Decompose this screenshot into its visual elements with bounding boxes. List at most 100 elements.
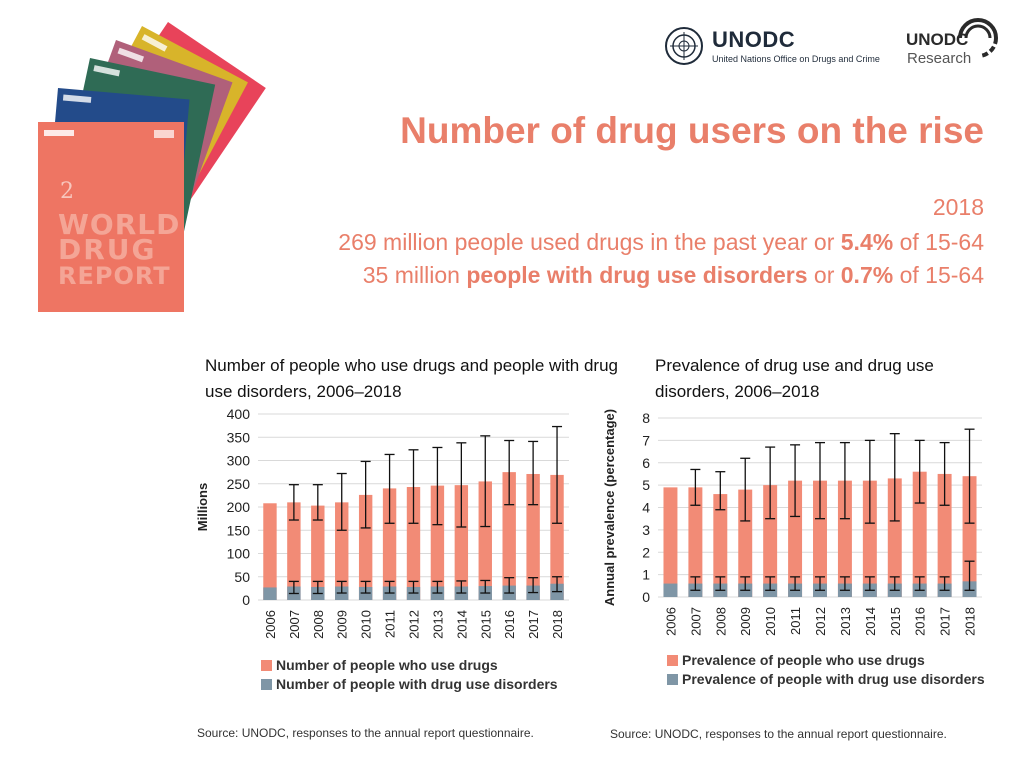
chart1-xtick-label: 2012 xyxy=(407,610,422,639)
chart1-ytick-label: 250 xyxy=(227,476,251,492)
chart1-ytick-label: 350 xyxy=(227,429,251,445)
chart2-ytick-label: 6 xyxy=(642,455,650,471)
report-cover-front: 2 WORLD DRUG REPORT xyxy=(38,122,184,312)
chart1-xtick-label: 2006 xyxy=(263,610,278,639)
unodc-logo-name: UNODC xyxy=(712,26,796,52)
chart2-bar-users-2014 xyxy=(862,480,877,597)
research-logo-name: UNODC xyxy=(906,30,969,49)
chart1-source: Source: UNODC, responses to the annual r… xyxy=(197,726,534,740)
subheadline-year: 2018 xyxy=(932,194,984,220)
chart1-xtick-label: 2007 xyxy=(287,610,302,639)
chart1-xtick-label: 2016 xyxy=(502,610,517,639)
chart1-bar-users-2010 xyxy=(358,494,373,600)
chart2-bar-users-2018 xyxy=(962,476,977,597)
chart2-legend-swatch-1 xyxy=(667,674,678,685)
chart2-ytick-label: 2 xyxy=(642,544,650,560)
report-cover-number: 2 xyxy=(60,179,74,204)
subheadline-disorders: 35 million people with drug use disorder… xyxy=(362,262,984,288)
un-emblem-icon xyxy=(665,27,703,65)
chart1-legend-swatch-1 xyxy=(261,679,272,690)
chart2-xtick-label: 2011 xyxy=(788,607,803,635)
chart2-ytick-label: 1 xyxy=(642,567,650,583)
chart2-xtick-label: 2013 xyxy=(838,607,853,636)
chart1-ytick-label: 300 xyxy=(227,453,251,469)
chart2-ytick-label: 7 xyxy=(642,432,650,448)
chart2-bar-users-2010 xyxy=(763,485,778,597)
chart-drug-users-millions: 0 50 100 150 200 250 300 350 400 Millions 2006 2007… xyxy=(195,406,569,692)
chart2-bar-users-2009 xyxy=(738,489,753,597)
chart1-xtick-label: 2010 xyxy=(359,610,374,639)
report-cover-title-drug: DRUG xyxy=(58,233,157,266)
chart1-ytick-label: 100 xyxy=(227,546,251,562)
chart1-bar-users-2014 xyxy=(454,485,469,600)
unodc-research-logo: UNODC Research xyxy=(906,14,1006,74)
chart2-ytick-label: 3 xyxy=(642,522,650,538)
chart1-bar-users-2007 xyxy=(287,502,301,600)
chart1-bar-users-2017 xyxy=(526,473,540,600)
chart1-xtick-label: 2013 xyxy=(430,610,445,639)
chart2-xtick-label: 2010 xyxy=(763,607,778,636)
chart2-ytick-label: 4 xyxy=(642,500,650,516)
chart2-xtick-label: 2008 xyxy=(713,607,728,636)
chart1-legend-swatch-0 xyxy=(261,660,272,671)
report-cover-title-world: WORLD xyxy=(58,208,180,241)
chart2-ylabel: Annual prevalence (percentage) xyxy=(602,409,617,606)
chart2-xtick-label: 2016 xyxy=(913,607,928,636)
chart1-ytick-label: 50 xyxy=(234,569,250,585)
chart1-xtick-label: 2014 xyxy=(454,610,469,639)
chart2-bar-users-2006 xyxy=(663,487,678,597)
chart1-legend-label-1: Number of people with drug use disorders xyxy=(276,676,558,692)
chart2-bar-disorders-2006 xyxy=(663,583,678,597)
chart1-bar-users-2018 xyxy=(550,474,564,600)
chart2-ytick-label: 8 xyxy=(642,410,650,426)
chart1-ytick-label: 150 xyxy=(227,522,251,538)
chart1-bar-disorders-2006 xyxy=(263,587,277,600)
chart2-bar-users-2012 xyxy=(813,480,827,597)
chart1-xtick-label: 2008 xyxy=(311,610,326,639)
chart1-bar-users-2009 xyxy=(335,502,349,600)
chart2-bar-users-2011 xyxy=(788,480,803,597)
chart2-legend-label-1: Prevalence of people with drug use disor… xyxy=(682,671,985,687)
chart2-legend-swatch-0 xyxy=(667,655,678,666)
chart1-xtick-label: 2017 xyxy=(526,610,541,639)
chart1-xtick-label: 2011 xyxy=(383,610,398,638)
chart1-legend-label-0: Number of people who use drugs xyxy=(276,657,498,673)
chart2-bar-users-2013 xyxy=(837,480,852,597)
subheadline-users: 269 million people used drugs in the pas… xyxy=(338,229,984,255)
page-title: Number of drug users on the rise xyxy=(400,110,984,151)
report-cover-title-report: REPORT xyxy=(58,262,171,290)
unodc-logo: UNODC United Nations Office on Drugs and… xyxy=(664,26,880,66)
chart2-legend-label-0: Prevalence of people who use drugs xyxy=(682,652,925,668)
chart1-ytick-label: 200 xyxy=(227,499,251,515)
chart2-xtick-label: 2017 xyxy=(938,607,953,636)
chart1-bar-users-2008 xyxy=(311,505,325,600)
research-arcs-icon xyxy=(958,18,999,58)
chart2-xtick-label: 2014 xyxy=(863,607,878,636)
chart2-ytick-label: 5 xyxy=(642,477,650,493)
chart1-bar-users-2012 xyxy=(406,487,421,600)
chart1-xtick-label: 2015 xyxy=(478,610,493,639)
chart2-xtick-label: 2012 xyxy=(813,607,828,636)
chart2-xtick-label: 2018 xyxy=(963,607,978,636)
chart2-caption: Prevalence of drug use and drug use diso… xyxy=(655,356,934,401)
report-covers: 2 WORLD DRUG REPORT xyxy=(38,22,266,312)
chart2-xtick-label: 2006 xyxy=(663,607,678,636)
chart2-xtick-label: 2007 xyxy=(688,607,703,636)
chart1-caption: Number of people who use drugs and peopl… xyxy=(205,356,618,401)
chart1-xtick-label: 2009 xyxy=(335,610,350,639)
chart1-ylabel: Millions xyxy=(195,483,210,531)
chart2-ytick-label: 0 xyxy=(642,589,650,605)
unodc-logo-subtitle: United Nations Office on Drugs and Crime xyxy=(712,53,880,64)
chart1-ytick-label: 0 xyxy=(242,592,250,608)
chart2-bar-users-2008 xyxy=(713,494,728,597)
chart1-xtick-label: 2018 xyxy=(550,610,565,639)
chart1-bar-users-2015 xyxy=(478,481,492,600)
chart2-bar-users-2007 xyxy=(688,487,703,597)
chart1-bar-users-2011 xyxy=(382,488,397,600)
chart1-bar-users-2006 xyxy=(263,503,277,600)
chart2-source: Source: UNODC, responses to the annual r… xyxy=(610,727,947,741)
chart2-bar-users-2015 xyxy=(887,478,902,597)
chart-prevalence-percentage: 0 1 2 3 4 5 6 7 8 Annual prevalence (percentage) 2… xyxy=(602,409,985,687)
chart2-xtick-label: 2015 xyxy=(888,607,903,636)
chart1-bar-users-2013 xyxy=(430,485,445,600)
